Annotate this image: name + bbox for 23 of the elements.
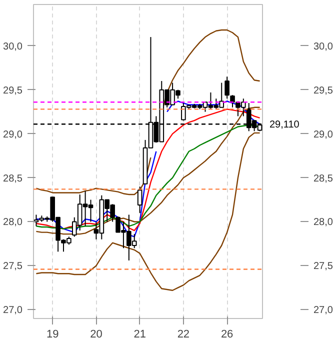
- y-tick-label: 27,5: [3, 261, 23, 272]
- y-tick-label: 29,0: [3, 129, 23, 140]
- x-tick-label: 20: [90, 328, 102, 340]
- candlestick: [224, 76, 230, 100]
- y-tick-label: 29,5: [3, 85, 23, 96]
- x-tick-label: 19: [46, 328, 59, 340]
- y-tick-label: 28,0: [3, 217, 23, 228]
- candlestick: [137, 186, 142, 214]
- y-tick-label: 30,0: [3, 41, 23, 52]
- y-tick-label: 27,0: [3, 305, 23, 316]
- x-tick-label: 21: [134, 328, 146, 340]
- y2-tick-label: 27,0: [314, 305, 334, 316]
- y-tick-label: 28,5: [3, 173, 23, 184]
- y2-tick-label: 27,5: [314, 261, 334, 272]
- x-tick-label: 22: [177, 328, 190, 340]
- y2-tick-label: 28,0: [314, 217, 334, 228]
- y2-tick-label: 29,5: [314, 85, 334, 96]
- line-series: [36, 132, 260, 291]
- y2-tick-label: 29,0: [314, 129, 334, 140]
- y2-tick-label: 30,0: [314, 41, 334, 52]
- ref-line-label: 29,110: [270, 120, 300, 131]
- x-tick-label: 26: [220, 328, 234, 340]
- y2-tick-label: 28,5: [314, 173, 334, 184]
